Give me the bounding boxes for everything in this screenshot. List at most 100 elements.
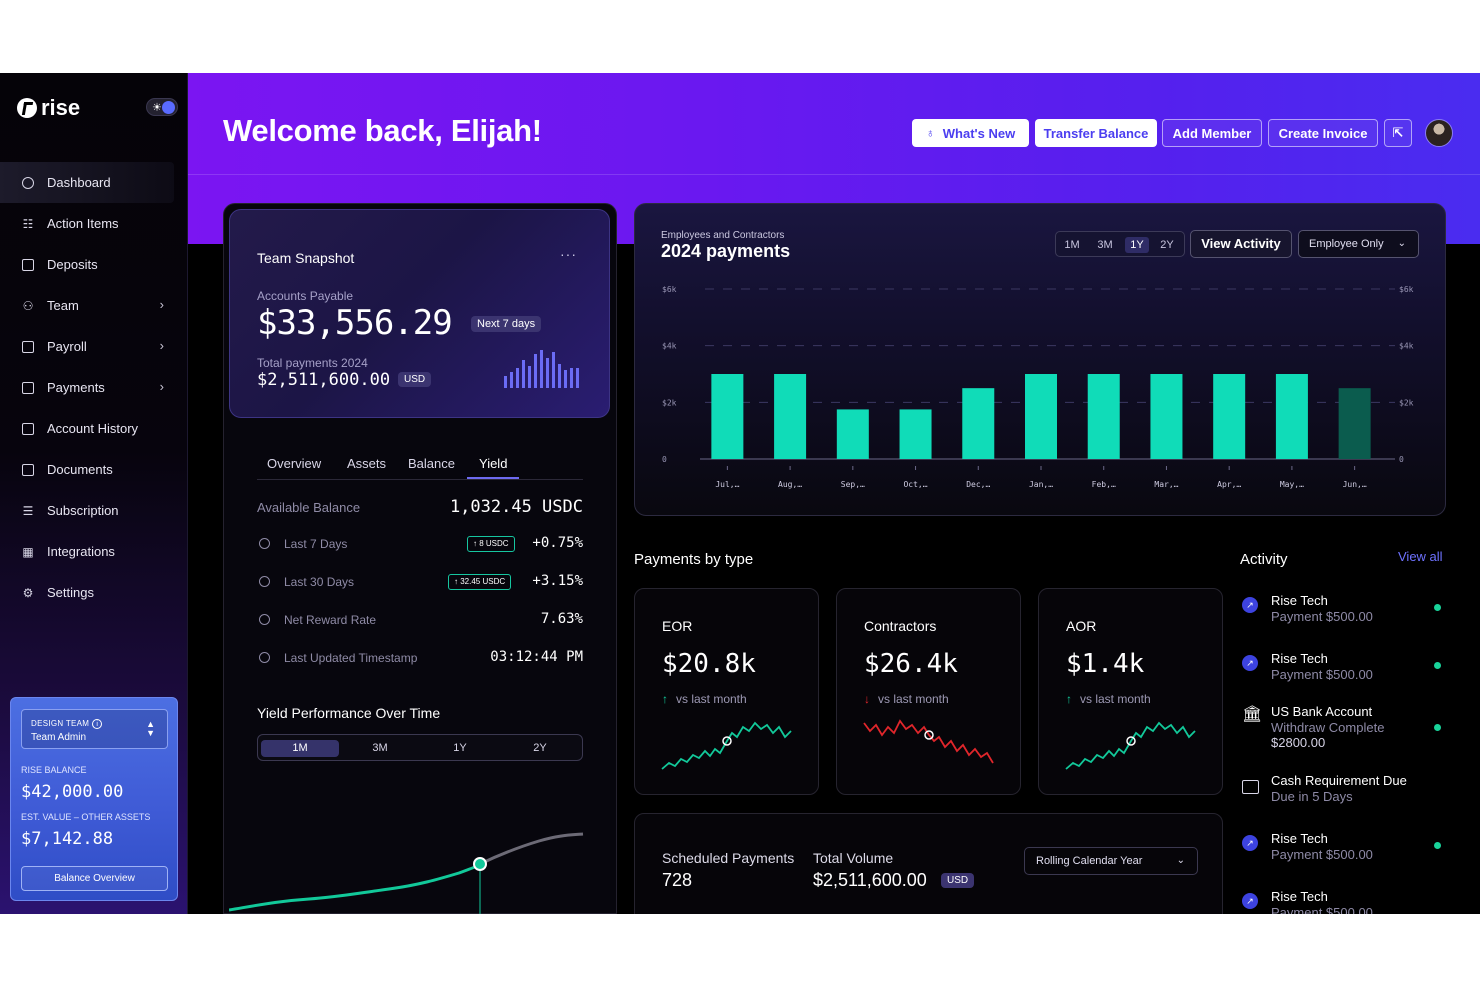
team-balance-card: DESIGN TEAM i Team Admin ▲ ▼ RISE BALANCE … — [10, 697, 178, 901]
yield-row: Net Reward Rate 7.63% — [257, 611, 583, 631]
payment-type-card-eor[interactable]: EOR $20.8k ↑ vs last month — [634, 588, 819, 795]
sidebar-item-payments[interactable]: Payments › — [0, 367, 188, 408]
transfer-balance-button[interactable]: Transfer Balance — [1035, 119, 1157, 147]
bank-icon: 🏛 — [1242, 706, 1263, 723]
sidebar-item-payroll[interactable]: Payroll › — [0, 326, 188, 367]
whats-new-label: What's New — [942, 125, 1016, 141]
tab-assets[interactable]: Assets — [347, 456, 387, 471]
sidebar-item-label: Settings — [47, 585, 94, 600]
activity-item-title: US Bank Account — [1271, 704, 1373, 719]
yield-chip: ↑ 8 USDC — [467, 536, 515, 552]
x-tick-label: Aug,… — [778, 480, 802, 489]
sidebar-item-documents[interactable]: Documents — [0, 449, 188, 490]
sun-icon: ☀ — [152, 102, 162, 114]
range-3m[interactable]: 3M — [1097, 239, 1113, 251]
yield-marker[interactable] — [473, 857, 487, 871]
payment-type-card-contractors[interactable]: Contractors $26.4k ↓ vs last month — [836, 588, 1021, 795]
view-all-link[interactable]: View all — [1398, 549, 1443, 564]
activity-item-detail: Due in 5 Days — [1271, 789, 1353, 804]
bar — [711, 374, 744, 459]
tab-yield[interactable]: Yield — [479, 456, 508, 471]
yield-line-chart — [229, 832, 584, 914]
tab-balance[interactable]: Balance — [408, 456, 455, 471]
theme-toggle[interactable]: ☀ — [146, 98, 178, 116]
add-member-button[interactable]: Add Member — [1162, 119, 1262, 147]
sidebar-nav: Dashboard ☷ Action Items Deposits ⚇ Team… — [0, 162, 188, 613]
activity-title: Activity — [1240, 551, 1288, 568]
document-icon — [21, 463, 35, 477]
yield-row-value: 7.63% — [540, 611, 583, 627]
payment-type-card-aor[interactable]: AOR $1.4k ↑ vs last month — [1038, 588, 1223, 795]
activity-item-detail: Payment $500.00 — [1271, 609, 1373, 624]
rise-logo[interactable]: rise — [17, 95, 80, 121]
chart-title: 2024 payments — [661, 241, 791, 261]
history-icon — [21, 422, 35, 436]
active-tab-indicator — [467, 477, 519, 479]
sidebar-item-action-items[interactable]: ☷ Action Items — [0, 203, 188, 244]
rise-balance-value: $42,000.00 — [21, 782, 124, 802]
bar — [774, 374, 807, 459]
sidebar-item-subscription[interactable]: ☰ Subscription — [0, 490, 188, 531]
contractors-sparkline — [863, 719, 994, 764]
sidebar-item-deposits[interactable]: Deposits — [0, 244, 188, 285]
view-activity-button[interactable]: View Activity — [1190, 230, 1292, 258]
sidebar-item-label: Payroll — [47, 339, 87, 354]
check-circle-icon — [259, 538, 270, 549]
whats-new-button[interactable]: ♁ What's New — [912, 119, 1029, 147]
team-selector[interactable]: DESIGN TEAM i Team Admin ▲ ▼ — [21, 709, 168, 749]
info-circle-icon — [259, 614, 270, 625]
clock-icon — [259, 652, 270, 663]
payment-type-name: AOR — [1066, 618, 1097, 634]
avatar[interactable] — [1425, 119, 1453, 147]
hero-divider — [188, 174, 1480, 175]
x-tick-label: Apr,… — [1217, 480, 1241, 489]
accounts-payable-value: $33,556.29 — [257, 303, 453, 343]
range-3m[interactable]: 3M — [372, 742, 388, 754]
app-window: rise ☀ Dashboard ☷ Action Items Deposits… — [0, 73, 1480, 914]
payments-chart-card: 0 0 $2k $2k $4k $4k $6k $6k Jul,… Aug,… Sep,… Oct,…… — [634, 203, 1446, 516]
yield-row-value: +0.75% — [532, 535, 583, 551]
y-tick-label: $2k — [662, 398, 677, 407]
y-tick-label: 0 — [1399, 455, 1404, 464]
period-select[interactable]: Rolling Calendar Year ⌄ — [1024, 847, 1198, 875]
trend-label: ↓ vs last month — [864, 692, 949, 706]
chevron-down-icon: ⌄ — [1176, 855, 1185, 866]
sidebar-item-team[interactable]: ⚇ Team › — [0, 285, 188, 326]
range-1m[interactable]: 1M — [261, 740, 339, 757]
total-volume-value: $2,511,600.00 — [813, 870, 927, 890]
sidebar-item-settings[interactable]: ⚙ Settings — [0, 572, 188, 613]
x-tick-label: Sep,… — [841, 480, 865, 489]
chevron-down-icon: ⌄ — [1397, 238, 1406, 249]
yield-row-label: Last 7 Days — [284, 537, 348, 551]
snapshot-title: Team Snapshot — [257, 250, 355, 266]
scheduled-payments-count: 728 — [662, 870, 693, 890]
toggle-knob — [162, 101, 175, 114]
share-icon[interactable]: ⇱ — [1384, 119, 1412, 147]
available-balance-row: Available Balance 1,032.45 USDC — [257, 497, 583, 517]
range-1y[interactable]: 1Y — [453, 742, 467, 754]
page-title: Welcome back, Elijah! — [223, 113, 542, 148]
range-2y[interactable]: 2Y — [1160, 239, 1174, 251]
sidebar-item-integrations[interactable]: ▦ Integrations — [0, 531, 188, 572]
period-value: Rolling Calendar Year — [1036, 855, 1143, 867]
activity-item-detail: Withdraw Complete — [1271, 720, 1385, 735]
deposit-icon — [21, 258, 35, 272]
tab-overview[interactable]: Overview — [267, 456, 322, 471]
range-1y[interactable]: 1Y — [1125, 237, 1149, 253]
info-icon[interactable]: i — [92, 719, 103, 729]
balance-overview-button[interactable]: Balance Overview — [21, 866, 168, 891]
range-2y[interactable]: 2Y — [533, 742, 547, 754]
sidebar-item-dashboard[interactable]: Dashboard — [0, 162, 174, 203]
team-role: Team Admin — [31, 732, 87, 743]
grid-icon: ▦ — [22, 544, 34, 559]
employee-filter-select[interactable]: Employee Only ⌄ — [1298, 230, 1419, 258]
more-icon[interactable]: ··· — [560, 246, 577, 262]
sidebar-item-account-history[interactable]: Account History — [0, 408, 188, 449]
rise-logo-icon — [17, 98, 37, 118]
sidebar-item-label: Documents — [47, 462, 113, 477]
chevron-right-icon: › — [159, 297, 164, 312]
create-invoice-button[interactable]: Create Invoice — [1268, 119, 1378, 147]
y-tick-label: $6k — [662, 285, 677, 294]
activity-item-title: Rise Tech — [1271, 651, 1328, 666]
range-1m[interactable]: 1M — [1064, 239, 1080, 251]
